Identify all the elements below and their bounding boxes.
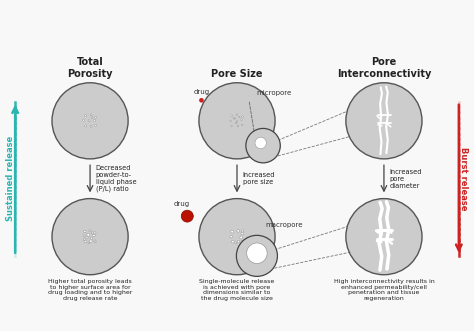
Circle shape [89, 230, 91, 232]
Circle shape [94, 240, 96, 242]
Circle shape [86, 237, 88, 239]
Circle shape [235, 242, 237, 244]
Circle shape [91, 237, 92, 239]
Circle shape [82, 119, 84, 121]
Circle shape [181, 210, 193, 222]
Circle shape [237, 235, 277, 276]
Circle shape [88, 120, 90, 122]
Circle shape [231, 125, 232, 126]
Circle shape [231, 230, 234, 233]
Circle shape [91, 232, 93, 234]
Circle shape [90, 240, 92, 243]
Circle shape [199, 98, 204, 103]
Circle shape [235, 122, 237, 124]
Circle shape [182, 211, 190, 220]
Text: High interconnectivity results in
enhanced permeability/cell
penetration and tis: High interconnectivity results in enhanc… [334, 279, 434, 301]
Text: Total
Porosity: Total Porosity [67, 57, 113, 79]
Circle shape [94, 119, 95, 121]
Circle shape [185, 212, 192, 219]
Circle shape [87, 233, 90, 236]
Circle shape [95, 117, 97, 118]
Circle shape [52, 83, 128, 159]
Text: micropore: micropore [256, 90, 291, 96]
Text: Burst release: Burst release [459, 147, 468, 211]
Text: Decreased
powder-to-
liquid phase
(P/L) ratio: Decreased powder-to- liquid phase (P/L) … [96, 165, 137, 193]
Circle shape [83, 230, 86, 233]
Circle shape [233, 117, 235, 119]
Text: Pore Size: Pore Size [211, 69, 263, 79]
Text: drug: drug [193, 89, 210, 95]
Circle shape [255, 137, 266, 149]
Circle shape [94, 232, 96, 234]
Text: Increased
pore size: Increased pore size [243, 172, 275, 185]
Circle shape [94, 241, 96, 243]
Circle shape [231, 240, 234, 243]
Circle shape [182, 213, 190, 220]
Circle shape [246, 128, 280, 163]
Circle shape [52, 199, 128, 275]
Circle shape [240, 236, 243, 239]
Circle shape [346, 199, 422, 275]
Circle shape [184, 212, 193, 221]
Text: macropore: macropore [265, 222, 303, 228]
Circle shape [95, 124, 97, 126]
Circle shape [92, 234, 95, 237]
Text: Increased
pore
diameter: Increased pore diameter [390, 169, 422, 189]
Circle shape [90, 125, 92, 127]
Circle shape [237, 240, 240, 243]
Circle shape [242, 116, 243, 118]
Circle shape [83, 235, 85, 237]
Circle shape [91, 117, 93, 118]
Circle shape [241, 124, 243, 126]
Circle shape [231, 115, 232, 117]
Circle shape [182, 211, 191, 219]
Circle shape [199, 199, 275, 275]
Circle shape [91, 114, 92, 116]
Circle shape [346, 83, 422, 159]
Text: Pore
Interconnectivity: Pore Interconnectivity [337, 57, 431, 79]
Circle shape [184, 212, 191, 218]
Text: Higher total porosity leads
to higher surface area for
drug loading and to highe: Higher total porosity leads to higher su… [48, 279, 132, 301]
Text: drug: drug [173, 201, 190, 207]
Circle shape [199, 83, 275, 159]
Circle shape [230, 120, 231, 121]
Circle shape [230, 235, 232, 238]
Circle shape [241, 119, 242, 120]
Circle shape [242, 230, 244, 232]
Circle shape [83, 239, 85, 241]
Circle shape [241, 240, 243, 243]
Circle shape [234, 118, 236, 119]
Circle shape [238, 116, 240, 118]
Circle shape [241, 232, 244, 235]
Circle shape [84, 115, 87, 117]
Circle shape [88, 242, 90, 244]
Circle shape [237, 125, 239, 127]
Circle shape [184, 211, 192, 219]
Circle shape [84, 240, 86, 243]
Circle shape [246, 243, 267, 263]
Text: Single-molecule release
is achieved with pore
dimensions similar to
the drug mol: Single-molecule release is achieved with… [200, 279, 274, 301]
Circle shape [84, 125, 87, 127]
Circle shape [237, 230, 239, 232]
Text: Sustained release: Sustained release [6, 136, 15, 221]
